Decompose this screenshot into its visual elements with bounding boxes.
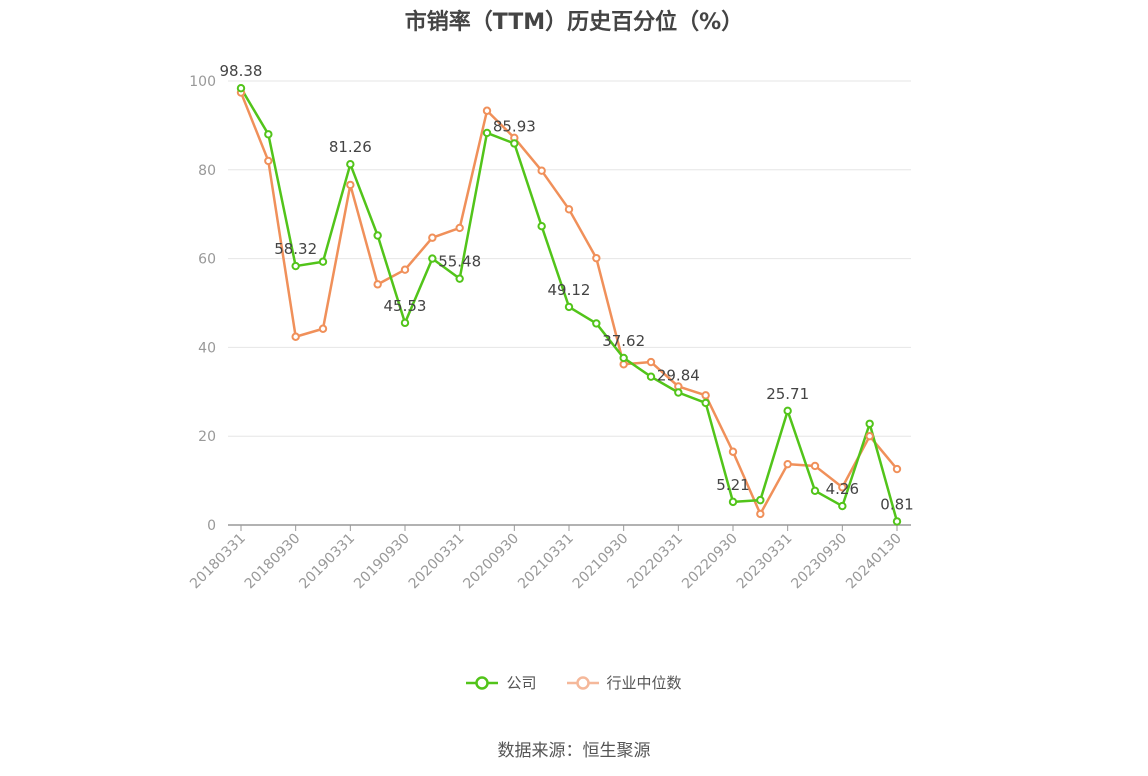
data-point [510, 139, 519, 148]
data-point [838, 501, 847, 511]
data-point [838, 483, 847, 492]
data-point [564, 205, 574, 214]
data-label: 0.81 [880, 495, 913, 513]
x-tick-label: 20210930 [570, 531, 632, 593]
legend-item-company[interactable]: 公司 [466, 672, 537, 693]
data-point [783, 459, 792, 469]
data-point [455, 274, 464, 283]
data-point [428, 233, 437, 242]
data-point [619, 353, 628, 363]
data-point [564, 302, 574, 312]
data-point [236, 83, 246, 93]
data-point [537, 166, 546, 175]
x-tick-label: 20210331 [515, 531, 577, 593]
data-label: 58.32 [274, 240, 317, 258]
data-point [892, 517, 902, 526]
data-label: 55.48 [438, 253, 481, 271]
x-tick-label: 20220331 [624, 531, 686, 593]
data-point [701, 391, 710, 400]
data-point [810, 461, 820, 471]
data-label: 25.71 [766, 385, 809, 403]
legend: 公司 行业中位数 [0, 672, 1148, 693]
x-tick-label: 20190331 [296, 531, 358, 593]
y-tick-label: 20 [198, 429, 216, 445]
data-point [892, 464, 902, 474]
y-axis: 0 20 40 60 80 100 [189, 74, 216, 534]
x-tick-label: 20200331 [406, 531, 468, 593]
data-point [264, 156, 273, 166]
data-point [728, 447, 738, 456]
y-tick-label: 100 [189, 74, 216, 90]
data-point [701, 398, 710, 408]
y-tick-label: 40 [198, 340, 216, 356]
data-label: 85.93 [493, 117, 536, 135]
data-label: 81.26 [329, 138, 372, 156]
legend-swatch-company [466, 675, 499, 690]
x-tick-label: 20180930 [242, 531, 304, 593]
series-points [236, 83, 902, 526]
data-point [728, 497, 738, 507]
data-point [865, 432, 874, 441]
data-point [428, 254, 437, 263]
data-labels: 98.38 58.32 81.26 45.53 55.48 85.93 49.12 37.62… [220, 62, 914, 513]
data-source: 数据来源：恒生聚源 [497, 741, 651, 761]
legend-item-industry-median[interactable]: 行业中位数 [566, 672, 682, 693]
chart-title: 市销率（TTM）历史百分位（%） [404, 10, 744, 35]
data-point [346, 160, 355, 169]
data-label: 45.53 [384, 297, 427, 315]
data-point [318, 257, 328, 266]
data-point [756, 509, 765, 519]
x-tick-label: 20240130 [843, 531, 905, 593]
y-tick-label: 80 [198, 163, 216, 179]
y-tick-label: 60 [198, 252, 216, 268]
data-point [373, 280, 382, 289]
data-point [756, 495, 765, 505]
line-chart: 0 20 40 60 80 100 201803312018093020190331201… [187, 62, 914, 593]
legend-label-company: 公司 [506, 674, 537, 692]
data-point [783, 406, 792, 416]
x-tick-label: 20200930 [460, 531, 522, 593]
data-point [592, 253, 601, 263]
data-point [400, 265, 410, 274]
data-point [810, 486, 820, 496]
x-tick-label: 20230930 [788, 531, 850, 593]
x-axis: 2018033120180930201903312019093020200331… [187, 524, 911, 593]
data-point [346, 180, 355, 190]
x-tick-label: 20220930 [679, 531, 741, 593]
x-tick-label: 20180331 [187, 531, 249, 593]
grid-lines [228, 80, 911, 437]
x-tick-label: 20230331 [734, 531, 796, 593]
data-point [373, 231, 382, 240]
data-point [482, 128, 492, 138]
data-point [264, 130, 273, 139]
data-label: 4.26 [826, 480, 859, 498]
legend-label-industry-median: 行业中位数 [606, 674, 682, 692]
data-point [291, 332, 300, 341]
data-label: 29.84 [657, 367, 700, 385]
x-tick-label: 20190930 [351, 531, 413, 593]
data-label: 5.21 [716, 476, 749, 494]
data-point [537, 221, 546, 231]
data-label: 98.38 [220, 62, 263, 80]
y-tick-label: 0 [207, 518, 216, 534]
data-point [291, 261, 300, 271]
legend-swatch-industry-median [566, 675, 599, 690]
data-point [455, 223, 464, 233]
data-point [592, 319, 601, 328]
data-point [674, 388, 683, 397]
data-point [646, 372, 656, 381]
data-point [482, 106, 492, 115]
data-label: 49.12 [548, 281, 591, 299]
data-point [318, 324, 328, 333]
data-point [865, 419, 874, 428]
data-point [400, 318, 410, 328]
data-label: 37.62 [602, 332, 645, 350]
data-point [646, 357, 656, 367]
